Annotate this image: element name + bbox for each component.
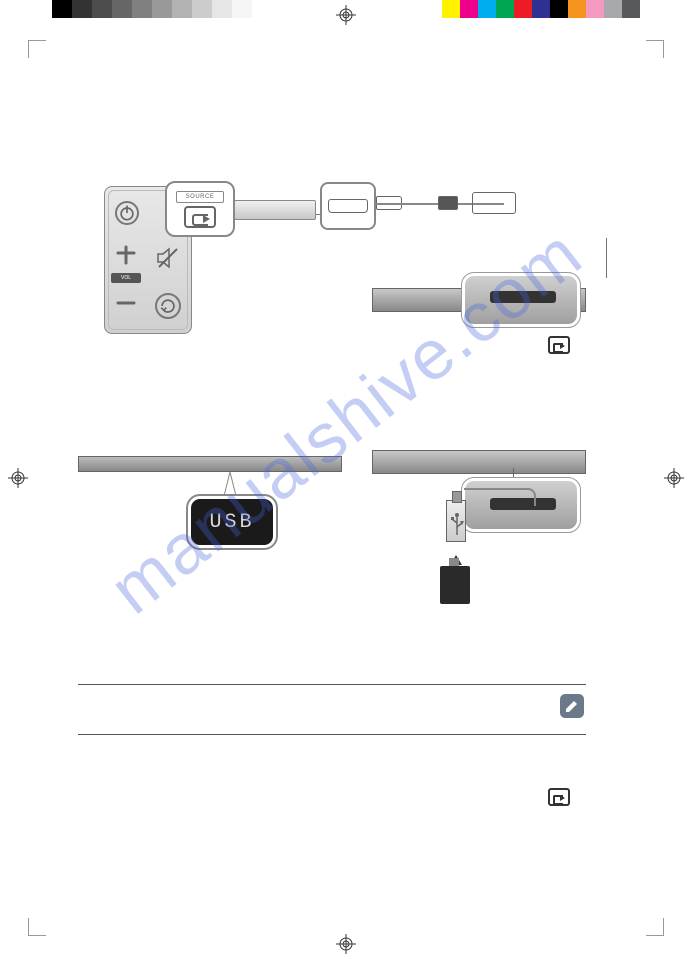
hdmi-port-icon xyxy=(472,192,516,214)
source-icon xyxy=(548,336,570,354)
registration-mark-icon xyxy=(336,5,356,25)
gray-swatches xyxy=(52,0,272,18)
hdmi-port-callout xyxy=(320,182,376,230)
hdmi-port-icon xyxy=(328,199,368,213)
callout-pointer xyxy=(222,472,238,496)
usb-cable xyxy=(464,488,536,506)
page-content: VOL SOURCE USB xyxy=(48,58,644,916)
connector-line xyxy=(606,238,607,278)
hdmi-plug-icon xyxy=(438,196,458,210)
power-icon xyxy=(115,201,139,225)
soundbar xyxy=(78,456,342,472)
source-button-callout: SOURCE xyxy=(165,181,235,237)
volume-up-icon xyxy=(115,245,137,265)
set-top-box xyxy=(234,200,316,220)
remote-control: VOL SOURCE xyxy=(104,186,192,334)
mute-icon xyxy=(155,245,181,271)
note-icon xyxy=(560,694,584,718)
usb-plug-icon xyxy=(446,500,466,542)
crop-mark xyxy=(646,918,664,936)
divider xyxy=(78,684,586,685)
source-icon xyxy=(548,788,570,806)
registration-mark-icon xyxy=(8,468,28,488)
soundbar xyxy=(372,450,586,474)
display-text: USB xyxy=(209,511,254,534)
usb-dongle xyxy=(440,566,470,604)
crop-mark xyxy=(646,40,664,58)
volume-label: VOL xyxy=(111,273,141,283)
source-icon xyxy=(184,206,216,228)
hdmi-slot-icon xyxy=(490,291,556,303)
soundbar-display: USB xyxy=(188,496,276,548)
divider xyxy=(78,734,586,735)
source-label: SOURCE xyxy=(176,191,224,203)
repeat-icon xyxy=(155,293,181,319)
registration-mark-icon xyxy=(664,468,684,488)
crop-mark xyxy=(28,40,46,58)
registration-mark-icon xyxy=(336,934,356,954)
crop-mark xyxy=(28,918,46,936)
color-swatches xyxy=(442,0,640,18)
volume-down-icon xyxy=(115,293,137,313)
